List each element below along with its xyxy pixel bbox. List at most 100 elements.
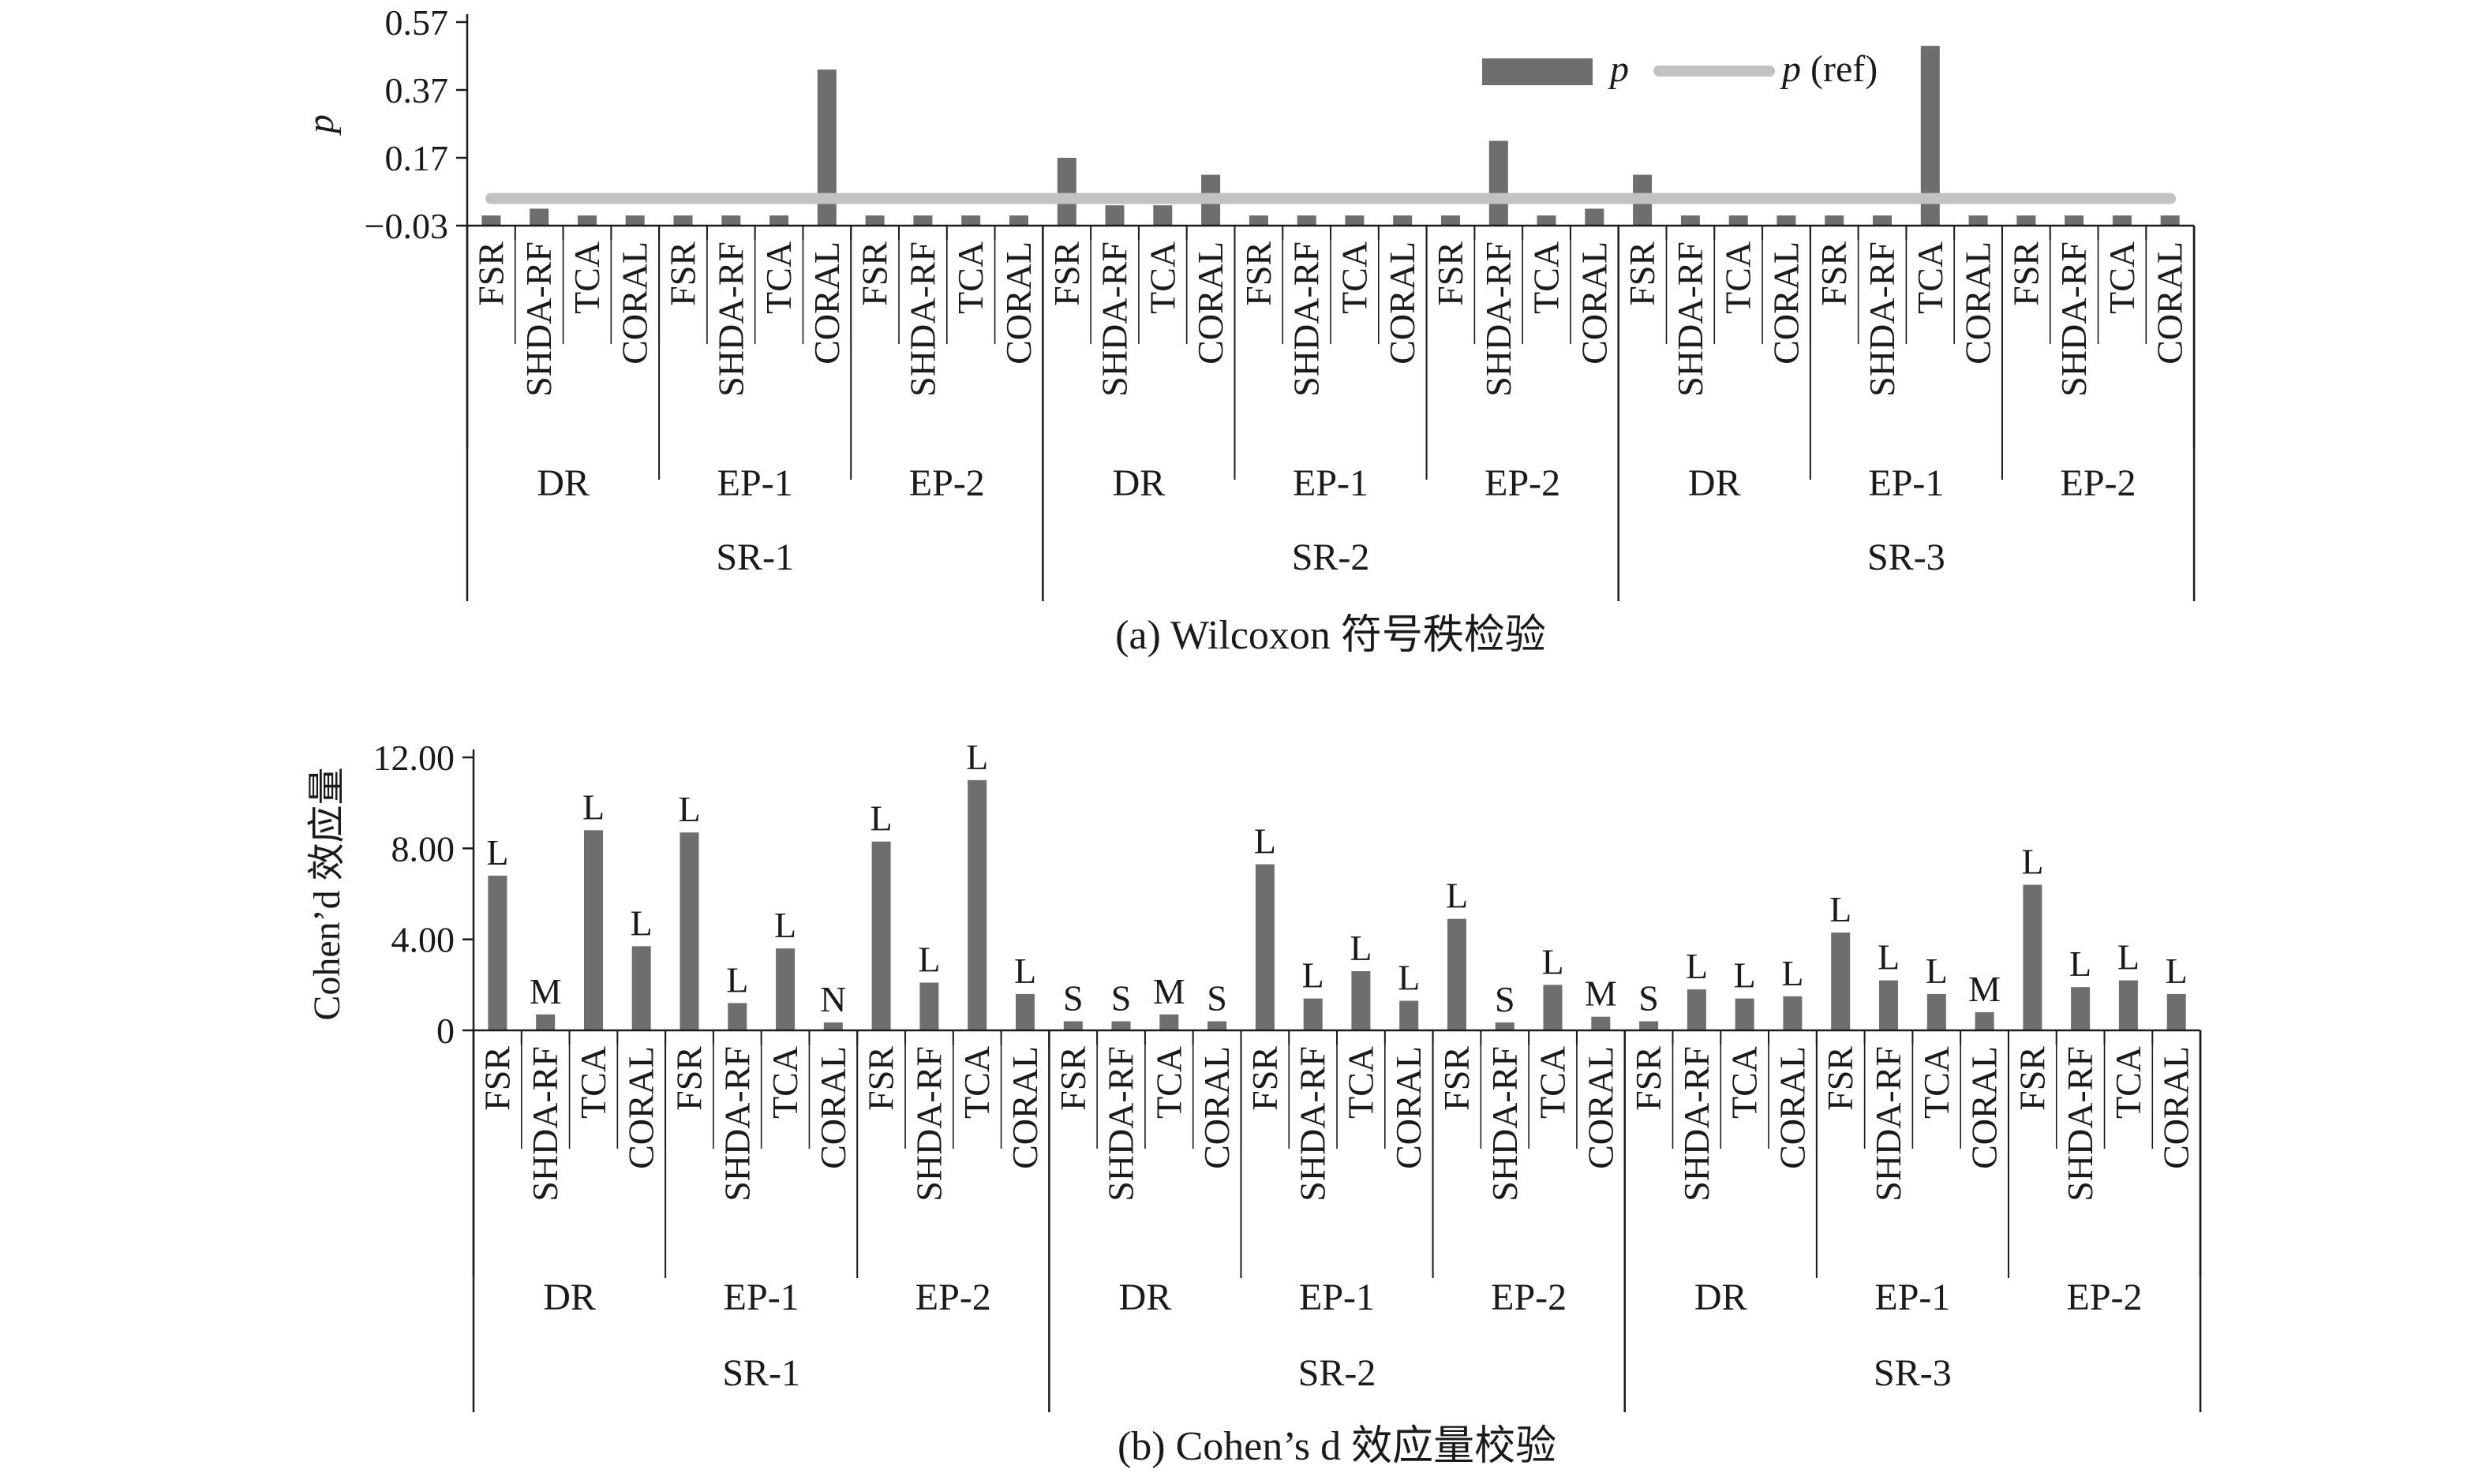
bar-label: L (2166, 951, 2188, 991)
bar (1255, 864, 1275, 1030)
bar-label: S (1207, 978, 1227, 1019)
category-label: SHDA-RF (908, 1046, 949, 1202)
bar (1159, 1014, 1179, 1030)
bar-label: L (2117, 937, 2140, 977)
bar (1009, 215, 1028, 226)
bar (968, 779, 987, 1030)
category-label: SHDA-RF (1868, 1046, 1908, 1202)
bar (2160, 215, 2180, 226)
bar-label: L (1446, 876, 1468, 916)
category-label: FSR (663, 241, 703, 306)
bar (578, 215, 597, 226)
category-label: CORAL (615, 241, 655, 364)
category-label: CORAL (2156, 1046, 2196, 1169)
group-label: SR-1 (722, 1352, 800, 1394)
bar (1207, 1021, 1227, 1030)
bar (1393, 215, 1413, 226)
y-tick-label: 8.00 (391, 828, 455, 869)
task-label: EP-2 (909, 462, 985, 504)
group-label: SR-3 (1874, 1352, 1952, 1394)
category-label: CORAL (1580, 1046, 1620, 1169)
bar (1351, 971, 1371, 1030)
bar (1303, 998, 1323, 1030)
category-label: CORAL (2150, 241, 2190, 364)
bar (1591, 1016, 1611, 1030)
category-label: SHDA-RF (1095, 241, 1135, 397)
y-axis-label: Cohen’d 效应量 (306, 767, 348, 1020)
bar (721, 215, 741, 226)
category-label: CORAL (621, 1046, 661, 1169)
category-label: SHDA-RF (1670, 241, 1710, 397)
bar-label: M (1153, 971, 1185, 1011)
bar-label: L (1254, 821, 1276, 862)
bar-label: L (678, 789, 700, 829)
task-label: EP-2 (2061, 462, 2136, 504)
bar-label: L (2021, 842, 2043, 882)
task-label: EP-2 (915, 1277, 991, 1318)
category-label: CORAL (1382, 241, 1422, 364)
chart-title: (a) Wilcoxon 符号秩检验 (1115, 613, 1546, 658)
y-tick-label: −0.03 (365, 206, 448, 246)
bar (913, 215, 933, 226)
category-label: SHDA-RF (525, 1046, 565, 1202)
category-label: SHDA-RF (1862, 241, 1902, 397)
bar (919, 982, 939, 1030)
category-label: TCA (1526, 241, 1567, 314)
legend-line-label: p (ref) (1780, 48, 1878, 90)
category-label: TCA (1334, 241, 1374, 314)
category-label: TCA (567, 241, 607, 314)
category-label: FSR (1053, 1046, 1093, 1111)
bar-label: L (1878, 937, 1900, 977)
category-label: TCA (758, 241, 799, 314)
category-label: TCA (957, 1046, 997, 1119)
bar (1783, 996, 1803, 1031)
category-label: FSR (855, 241, 895, 306)
bar (1537, 215, 1556, 226)
category-label: CORAL (998, 241, 1039, 364)
bar (1728, 215, 1748, 226)
task-label: EP-1 (1868, 462, 1944, 504)
bar-label: L (966, 737, 988, 777)
category-label: FSR (1622, 241, 1662, 306)
bar (2112, 215, 2132, 226)
bar-label: L (774, 905, 796, 945)
category-label: FSR (1245, 1046, 1285, 1111)
category-label: SHDA-RF (1478, 241, 1518, 397)
bar (481, 215, 501, 226)
bar (1680, 215, 1700, 226)
category-label: TCA (1910, 241, 1950, 314)
bar-label: S (1638, 978, 1659, 1019)
category-label: FSR (477, 1046, 517, 1111)
bar (2065, 215, 2084, 226)
task-label: EP-1 (1293, 462, 1368, 504)
bar (871, 841, 891, 1030)
y-axis-label: p (300, 114, 342, 136)
category-label: SHDA-RF (2054, 241, 2094, 397)
bar-label: L (1734, 955, 1756, 996)
category-label: CORAL (1765, 241, 1806, 364)
bar (776, 948, 796, 1030)
bar (1345, 215, 1365, 226)
group-label: SR-1 (716, 536, 794, 578)
group-label: SR-2 (1292, 536, 1370, 578)
bar (2016, 215, 2036, 226)
category-label: TCA (2102, 241, 2142, 314)
bar-label: L (582, 787, 605, 827)
task-label: EP-2 (1484, 462, 1560, 504)
category-label: FSR (1430, 241, 1470, 306)
bar-label: S (1111, 978, 1132, 1019)
bar (1543, 985, 1563, 1030)
bar (2166, 993, 2186, 1030)
bar (2118, 980, 2138, 1030)
bar (1441, 215, 1460, 226)
category-label: SHDA-RF (717, 1046, 757, 1202)
task-label: DR (1119, 1277, 1172, 1318)
category-label: SHDA-RF (1676, 1046, 1717, 1202)
bar (2023, 884, 2042, 1030)
task-label: DR (1688, 462, 1741, 504)
category-label: SHDA-RF (519, 241, 559, 397)
